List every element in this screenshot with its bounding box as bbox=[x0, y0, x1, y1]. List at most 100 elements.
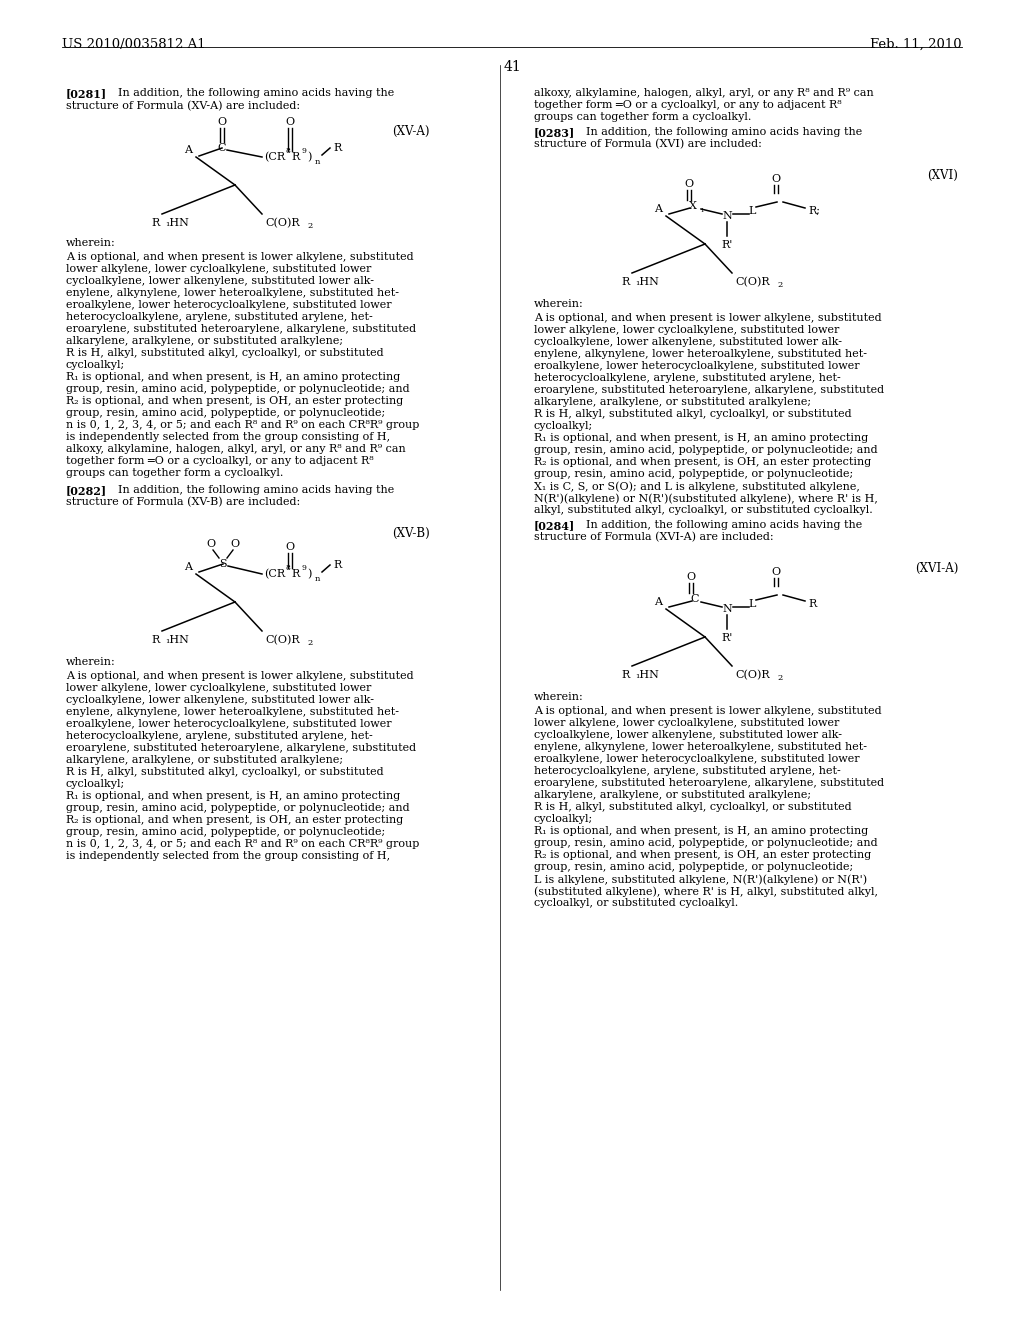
Text: R₂ is optional, and when present, is OH, an ester protecting: R₂ is optional, and when present, is OH,… bbox=[534, 457, 871, 467]
Text: group, resin, amino acid, polypeptide, or polynucleotide; and: group, resin, amino acid, polypeptide, o… bbox=[66, 384, 410, 393]
Text: R is H, alkyl, substituted alkyl, cycloalkyl, or substituted: R is H, alkyl, substituted alkyl, cycloa… bbox=[66, 767, 384, 777]
Text: ): ) bbox=[307, 152, 311, 162]
Text: R₁ is optional, and when present, is H, an amino protecting: R₁ is optional, and when present, is H, … bbox=[534, 433, 868, 444]
Text: Feb. 11, 2010: Feb. 11, 2010 bbox=[870, 38, 962, 51]
Text: L: L bbox=[749, 599, 756, 609]
Text: ₁HN: ₁HN bbox=[165, 635, 188, 645]
Text: alkyl, substituted alkyl, cycloalkyl, or substituted cycloalkyl.: alkyl, substituted alkyl, cycloalkyl, or… bbox=[534, 506, 872, 515]
Text: wherein:: wherein: bbox=[534, 692, 584, 702]
Text: R₁ is optional, and when present, is H, an amino protecting: R₁ is optional, and when present, is H, … bbox=[534, 826, 868, 836]
Text: O: O bbox=[230, 539, 240, 549]
Text: heterocycloalkylene, arylene, substituted arylene, het-: heterocycloalkylene, arylene, substitute… bbox=[66, 731, 373, 741]
Text: eroarylene, substituted heteroarylene, alkarylene, substituted: eroarylene, substituted heteroarylene, a… bbox=[66, 323, 416, 334]
Text: lower alkylene, lower cycloalkylene, substituted lower: lower alkylene, lower cycloalkylene, sub… bbox=[66, 682, 372, 693]
Text: cycloalkylene, lower alkenylene, substituted lower alk-: cycloalkylene, lower alkenylene, substit… bbox=[534, 337, 842, 347]
Text: 2: 2 bbox=[307, 222, 312, 230]
Text: In addition, the following amino acids having the: In addition, the following amino acids h… bbox=[118, 88, 394, 98]
Text: cycloalkyl;: cycloalkyl; bbox=[534, 814, 593, 824]
Text: structure of Formula (XVI-A) are included:: structure of Formula (XVI-A) are include… bbox=[534, 532, 773, 543]
Text: R': R' bbox=[721, 634, 733, 643]
Text: R: R bbox=[808, 599, 816, 609]
Text: group, resin, amino acid, polypeptide, or polynucleotide; and: group, resin, amino acid, polypeptide, o… bbox=[534, 445, 878, 455]
Text: is independently selected from the group consisting of H,: is independently selected from the group… bbox=[66, 432, 390, 442]
Text: group, resin, amino acid, polypeptide, or polynucleotide; and: group, resin, amino acid, polypeptide, o… bbox=[534, 838, 878, 847]
Text: enylene, alkynylene, lower heteroalkylene, substituted het-: enylene, alkynylene, lower heteroalkylen… bbox=[66, 288, 399, 298]
Text: R: R bbox=[622, 277, 630, 286]
Text: 8: 8 bbox=[286, 564, 291, 572]
Text: A: A bbox=[654, 597, 662, 607]
Text: group, resin, amino acid, polypeptide, or polynucleotide;: group, resin, amino acid, polypeptide, o… bbox=[534, 469, 853, 479]
Text: cycloalkyl;: cycloalkyl; bbox=[66, 360, 125, 370]
Text: enylene, alkynylene, lower heteroalkylene, substituted het-: enylene, alkynylene, lower heteroalkylen… bbox=[66, 708, 399, 717]
Text: group, resin, amino acid, polypeptide, or polynucleotide;: group, resin, amino acid, polypeptide, o… bbox=[534, 862, 853, 873]
Text: n: n bbox=[315, 158, 321, 166]
Text: cycloalkylene, lower alkenylene, substituted lower alk-: cycloalkylene, lower alkenylene, substit… bbox=[534, 730, 842, 741]
Text: R: R bbox=[152, 218, 160, 228]
Text: lower alkylene, lower cycloalkylene, substituted lower: lower alkylene, lower cycloalkylene, sub… bbox=[534, 718, 840, 729]
Text: [0284]: [0284] bbox=[534, 520, 575, 531]
Text: R: R bbox=[333, 560, 341, 570]
Text: C: C bbox=[691, 594, 699, 605]
Text: enylene, alkynylene, lower heteroalkylene, substituted het-: enylene, alkynylene, lower heteroalkylen… bbox=[534, 742, 867, 752]
Text: R: R bbox=[291, 152, 299, 162]
Text: ₁HN: ₁HN bbox=[635, 277, 658, 286]
Text: R': R' bbox=[721, 240, 733, 249]
Text: A: A bbox=[184, 562, 193, 572]
Text: (XVI-A): (XVI-A) bbox=[914, 562, 958, 576]
Text: ₁: ₁ bbox=[700, 206, 703, 214]
Text: 9: 9 bbox=[302, 147, 307, 154]
Text: O: O bbox=[207, 539, 216, 549]
Text: O: O bbox=[286, 543, 295, 552]
Text: enylene, alkynylene, lower heteroalkylene, substituted het-: enylene, alkynylene, lower heteroalkylen… bbox=[534, 348, 867, 359]
Text: structure of Formula (XV-A) are included:: structure of Formula (XV-A) are included… bbox=[66, 102, 300, 111]
Text: C(O)R: C(O)R bbox=[265, 635, 300, 645]
Text: O: O bbox=[686, 572, 695, 582]
Text: O: O bbox=[286, 117, 295, 127]
Text: cycloalkyl;: cycloalkyl; bbox=[66, 779, 125, 789]
Text: N(R')(alkylene) or N(R')(substituted alkylene), where R' is H,: N(R')(alkylene) or N(R')(substituted alk… bbox=[534, 492, 878, 503]
Text: alkoxy, alkylamine, halogen, alkyl, aryl, or any R⁸ and R⁹ can: alkoxy, alkylamine, halogen, alkyl, aryl… bbox=[534, 88, 873, 98]
Text: cycloalkylene, lower alkenylene, substituted lower alk-: cycloalkylene, lower alkenylene, substit… bbox=[66, 276, 374, 286]
Text: A: A bbox=[654, 205, 662, 214]
Text: N: N bbox=[722, 211, 732, 220]
Text: A is optional, and when present is lower alkylene, substituted: A is optional, and when present is lower… bbox=[534, 706, 882, 715]
Text: O: O bbox=[684, 180, 693, 189]
Text: A is optional, and when present is lower alkylene, substituted: A is optional, and when present is lower… bbox=[66, 252, 414, 261]
Text: eroalkylene, lower heterocycloalkylene, substituted lower: eroalkylene, lower heterocycloalkylene, … bbox=[534, 754, 859, 764]
Text: group, resin, amino acid, polypeptide, or polynucleotide;: group, resin, amino acid, polypeptide, o… bbox=[66, 408, 385, 418]
Text: heterocycloalkylene, arylene, substituted arylene, het-: heterocycloalkylene, arylene, substitute… bbox=[534, 766, 841, 776]
Text: eroarylene, substituted heteroarylene, alkarylene, substituted: eroarylene, substituted heteroarylene, a… bbox=[534, 385, 884, 395]
Text: eroalkylene, lower heterocycloalkylene, substituted lower: eroalkylene, lower heterocycloalkylene, … bbox=[66, 719, 391, 729]
Text: 2: 2 bbox=[777, 281, 782, 289]
Text: is independently selected from the group consisting of H,: is independently selected from the group… bbox=[66, 851, 390, 861]
Text: lower alkylene, lower cycloalkylene, substituted lower: lower alkylene, lower cycloalkylene, sub… bbox=[66, 264, 372, 275]
Text: lower alkylene, lower cycloalkylene, substituted lower: lower alkylene, lower cycloalkylene, sub… bbox=[534, 325, 840, 335]
Text: In addition, the following amino acids having the: In addition, the following amino acids h… bbox=[118, 484, 394, 495]
Text: (XV-B): (XV-B) bbox=[392, 527, 430, 540]
Text: heterocycloalkylene, arylene, substituted arylene, het-: heterocycloalkylene, arylene, substitute… bbox=[66, 312, 373, 322]
Text: R: R bbox=[291, 569, 299, 579]
Text: wherein:: wherein: bbox=[66, 657, 116, 667]
Text: US 2010/0035812 A1: US 2010/0035812 A1 bbox=[62, 38, 206, 51]
Text: cycloalkylene, lower alkenylene, substituted lower alk-: cycloalkylene, lower alkenylene, substit… bbox=[66, 696, 374, 705]
Text: X: X bbox=[689, 201, 697, 211]
Text: R₂ is optional, and when present, is OH, an ester protecting: R₂ is optional, and when present, is OH,… bbox=[66, 814, 403, 825]
Text: alkarylene, aralkylene, or substituted aralkylene;: alkarylene, aralkylene, or substituted a… bbox=[534, 789, 811, 800]
Text: A is optional, and when present is lower alkylene, substituted: A is optional, and when present is lower… bbox=[534, 313, 882, 323]
Text: ₁HN: ₁HN bbox=[635, 671, 658, 680]
Text: [0283]: [0283] bbox=[534, 127, 575, 139]
Text: R₁ is optional, and when present, is H, an amino protecting: R₁ is optional, and when present, is H, … bbox=[66, 372, 400, 381]
Text: eroarylene, substituted heteroarylene, alkarylene, substituted: eroarylene, substituted heteroarylene, a… bbox=[66, 743, 416, 752]
Text: (XVI): (XVI) bbox=[927, 169, 958, 182]
Text: In addition, the following amino acids having the: In addition, the following amino acids h… bbox=[586, 127, 862, 137]
Text: X₁ is C, S, or S(O); and L is alkylene, substituted alkylene,: X₁ is C, S, or S(O); and L is alkylene, … bbox=[534, 480, 860, 491]
Text: structure of Formula (XV-B) are included:: structure of Formula (XV-B) are included… bbox=[66, 498, 300, 507]
Text: C: C bbox=[218, 143, 226, 153]
Text: n: n bbox=[315, 576, 321, 583]
Text: ₁HN: ₁HN bbox=[165, 218, 188, 228]
Text: eroalkylene, lower heterocycloalkylene, substituted lower: eroalkylene, lower heterocycloalkylene, … bbox=[66, 300, 391, 310]
Text: group, resin, amino acid, polypeptide, or polynucleotide; and: group, resin, amino acid, polypeptide, o… bbox=[66, 803, 410, 813]
Text: [0282]: [0282] bbox=[66, 484, 108, 496]
Text: alkarylene, aralkylene, or substituted aralkylene;: alkarylene, aralkylene, or substituted a… bbox=[66, 337, 343, 346]
Text: [0281]: [0281] bbox=[66, 88, 108, 99]
